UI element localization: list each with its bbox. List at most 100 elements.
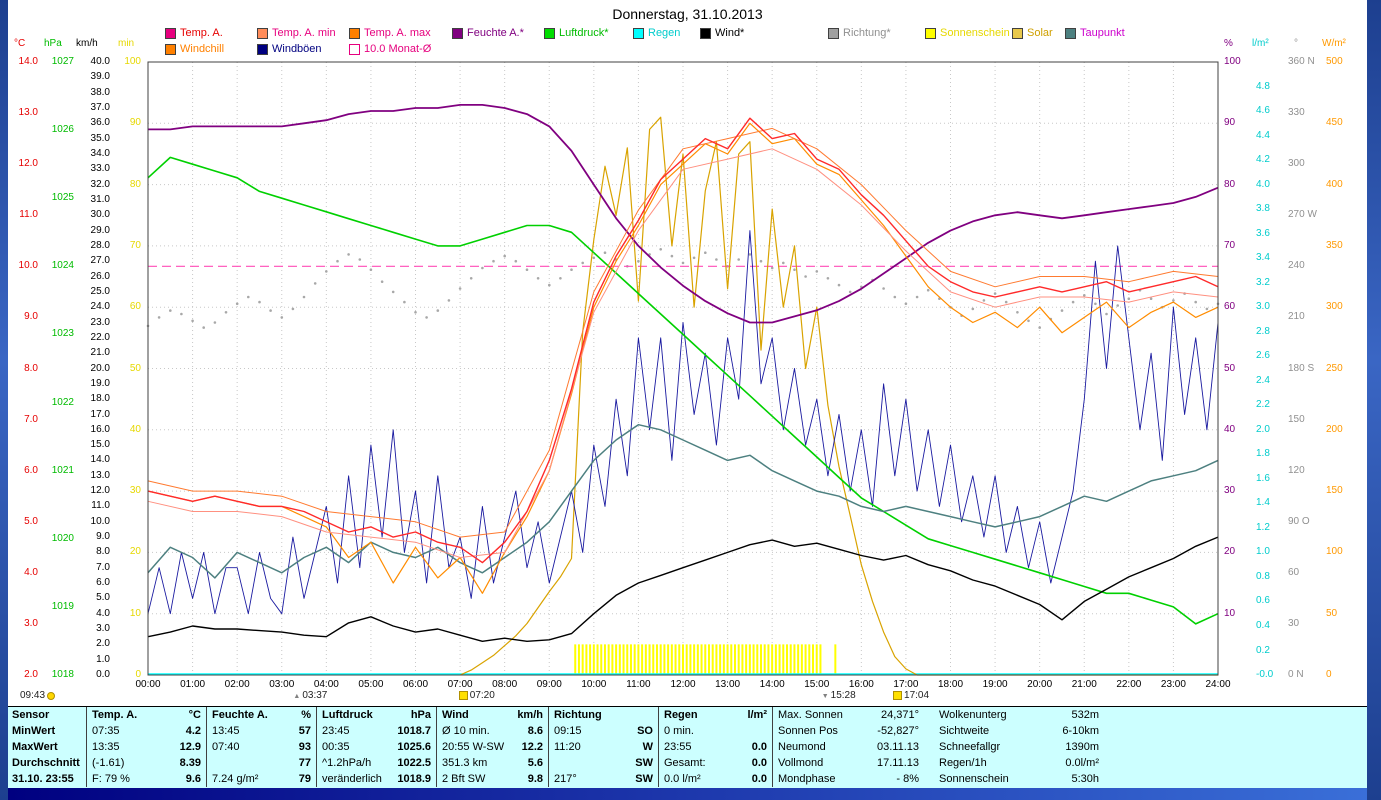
wind-direction-dot bbox=[313, 282, 317, 285]
axis-tick-lm2: 0.4 bbox=[1256, 620, 1270, 631]
axis-tick-lm2: 0.8 bbox=[1256, 570, 1270, 582]
luftdruck-value: 1018.9 bbox=[397, 773, 431, 785]
axis-tick-pct: 30 bbox=[1224, 485, 1236, 497]
stats-cell-feuchte: 07:40 93 bbox=[206, 739, 316, 755]
feuchte-label: 07:40 bbox=[212, 741, 240, 753]
legend-row-1: Temp. A. Temp. A. min Temp. A. max Feuchte … bbox=[8, 27, 1367, 41]
wetter-value: 5:30h bbox=[1071, 773, 1099, 785]
axis-tick-wm2: 200 bbox=[1326, 423, 1343, 435]
axis-tick-kmh: 17.0 bbox=[90, 408, 110, 420]
axis-tick-deg: 330 bbox=[1288, 107, 1305, 119]
axis-header-wm2: W/m² bbox=[1322, 38, 1346, 49]
legend-label: Feuchte A.* bbox=[467, 27, 524, 39]
wind-direction-dot bbox=[1216, 302, 1220, 306]
feuchte-label: 7.24 g/m² bbox=[212, 773, 259, 785]
legend-swatch bbox=[349, 27, 360, 39]
wind-direction-dot bbox=[391, 290, 395, 294]
axis-tick-tempC: 3.0 bbox=[24, 617, 38, 629]
axis-tick-kmh: 36.0 bbox=[90, 117, 110, 129]
temp-label: (-1.61) bbox=[92, 757, 125, 769]
wind-direction-dot bbox=[1083, 294, 1086, 297]
stats-cell-richtung: 217° SW bbox=[548, 771, 658, 787]
wind-direction-dot bbox=[191, 319, 194, 323]
wind-direction-dot bbox=[1127, 297, 1131, 301]
wind-direction-dot bbox=[592, 256, 596, 260]
axis-tick-pct: 60 bbox=[1224, 301, 1236, 313]
stats-cell-astro: Max. Sonnen 24,371° bbox=[772, 707, 924, 723]
wind-direction-dot bbox=[492, 259, 495, 263]
legend-item-10-0-monat: 10.0 Monat-Ø bbox=[349, 43, 431, 55]
axis-tick-lm2: 1.8 bbox=[1256, 448, 1270, 460]
wind-direction-dot bbox=[860, 285, 863, 289]
regen-label: 0 min. bbox=[664, 725, 694, 737]
regen-label: 23:55 bbox=[664, 741, 692, 753]
wind-direction-dot bbox=[269, 309, 272, 312]
row-label: Sensor bbox=[12, 709, 50, 721]
wind-direction-dot bbox=[469, 277, 473, 280]
astro-value: 03.11.13 bbox=[876, 741, 919, 753]
wind-direction-dot bbox=[436, 309, 440, 312]
wind-direction-dot bbox=[871, 278, 874, 282]
axis-tick-lm2: 4.8 bbox=[1256, 80, 1270, 92]
axis-header-hPa: hPa bbox=[44, 38, 62, 49]
wind-label: 20:55 W-SW bbox=[442, 741, 505, 753]
series-wind bbox=[147, 536, 1219, 642]
temp-value: 12.9 bbox=[179, 741, 201, 753]
temp-label: 07:35 bbox=[92, 725, 120, 737]
axis-tick-kmh: 15.0 bbox=[90, 439, 110, 451]
wind-direction-dot bbox=[670, 254, 674, 258]
legend-row-2: Windchill Windböen 10.0 Monat-Ø bbox=[8, 43, 1367, 57]
axis-tick-kmh: 21.0 bbox=[90, 347, 110, 359]
axis-tick-kmh: 29.0 bbox=[90, 224, 110, 236]
axis-tick-pct: 80 bbox=[1224, 178, 1236, 190]
richtung-label: 217° bbox=[554, 773, 577, 785]
wind-direction-dot bbox=[681, 261, 685, 265]
temp-label: Temp. A. bbox=[92, 709, 138, 721]
wind-direction-dot bbox=[1116, 304, 1119, 307]
wind-direction-dot bbox=[414, 311, 417, 314]
axis-tick-deg: 300 bbox=[1288, 158, 1305, 170]
wind-direction-dot bbox=[1105, 312, 1108, 316]
stats-cell-richtung: 11:20 W bbox=[548, 739, 658, 755]
wetter-value: 1390m bbox=[1065, 741, 1099, 753]
stats-cell-temp: F: 79 % 9.6 bbox=[86, 771, 206, 787]
annotation-time: 09:43 bbox=[20, 690, 46, 701]
axis-tick-tempC: 5.0 bbox=[24, 515, 38, 527]
x-tick-11-00: 11:00 bbox=[626, 679, 651, 690]
wind-direction-dot bbox=[715, 258, 718, 261]
richtung-value: SW bbox=[635, 773, 653, 785]
wind-direction-dot bbox=[247, 295, 250, 299]
axis-header-pct: % bbox=[1224, 38, 1233, 49]
stats-cell-wind: Wind km/h bbox=[436, 707, 548, 723]
annotation-15-28: 15:28 bbox=[820, 690, 856, 701]
legend-swatch bbox=[1065, 27, 1076, 39]
wind-direction-dot bbox=[614, 258, 618, 261]
x-tick-02-00: 02:00 bbox=[224, 679, 250, 690]
axis-tick-tempC: 4.0 bbox=[24, 566, 38, 578]
legend-label: Temp. A. max bbox=[364, 27, 431, 39]
wind-direction-dot bbox=[447, 299, 451, 302]
feuchte-value: 93 bbox=[298, 741, 311, 753]
legend-swatch bbox=[828, 27, 839, 39]
astro-label: Sonnen Pos bbox=[778, 725, 838, 737]
wind-direction-dot bbox=[971, 307, 975, 311]
luftdruck-label: ^1.2hPa/h bbox=[322, 757, 372, 769]
astro-label: Neumond bbox=[778, 741, 826, 753]
wetter-label: Sonnenschein bbox=[939, 773, 1009, 785]
axis-tick-wm2: 100 bbox=[1326, 546, 1343, 558]
stats-row-minwert: MinWert 07:35 4.2 13:45 57 23:45 1018.7 Ø 10 mi… bbox=[8, 723, 1367, 739]
wind-label: 351.3 km bbox=[442, 757, 488, 769]
wind-direction-dot bbox=[336, 259, 339, 263]
axis-tick-wm2: 400 bbox=[1326, 178, 1343, 190]
stats-cell-feuchte: 7.24 g/m² 79 bbox=[206, 771, 316, 787]
row-label: Durchschnitt bbox=[12, 757, 80, 769]
axis-tick-lm2: 3.8 bbox=[1256, 203, 1270, 215]
row-label: MinWert bbox=[12, 725, 56, 737]
wind-direction-dot bbox=[1161, 305, 1164, 309]
x-tick-16-00: 16:00 bbox=[848, 679, 874, 690]
wind-direction-dot bbox=[302, 295, 306, 299]
legend-swatch bbox=[452, 27, 463, 39]
axis-header-deg: ° bbox=[1294, 38, 1298, 49]
wind-direction-dot bbox=[949, 305, 952, 309]
axis-tick-min: 80 bbox=[129, 178, 141, 190]
